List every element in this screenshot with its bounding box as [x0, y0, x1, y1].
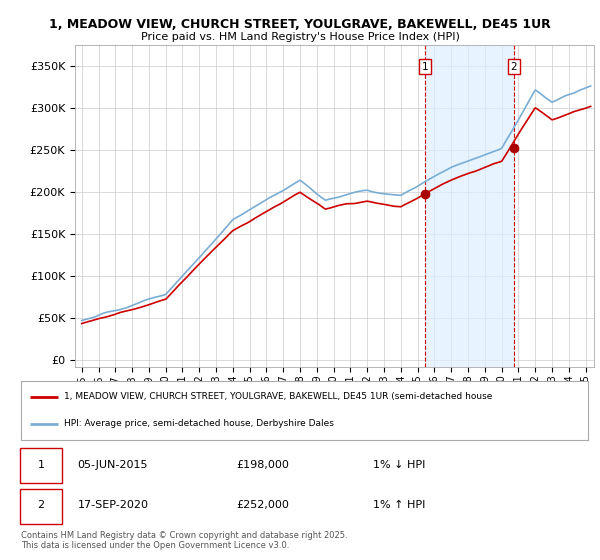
Text: 05-JUN-2015: 05-JUN-2015 — [78, 460, 148, 469]
Bar — [425, 45, 514, 367]
Text: This data is licensed under the Open Government Licence v3.0.: This data is licensed under the Open Gov… — [21, 541, 289, 550]
FancyBboxPatch shape — [20, 448, 62, 483]
Text: HPI: Average price, semi-detached house, Derbyshire Dales: HPI: Average price, semi-detached house,… — [64, 419, 334, 428]
Text: £252,000: £252,000 — [236, 501, 289, 510]
Text: 17-SEP-2020: 17-SEP-2020 — [78, 501, 149, 510]
Text: 1% ↓ HPI: 1% ↓ HPI — [373, 460, 425, 469]
FancyBboxPatch shape — [20, 489, 62, 524]
Text: 1, MEADOW VIEW, CHURCH STREET, YOULGRAVE, BAKEWELL, DE45 1UR (semi-detached hous: 1, MEADOW VIEW, CHURCH STREET, YOULGRAVE… — [64, 392, 492, 401]
Text: Contains HM Land Registry data © Crown copyright and database right 2025.: Contains HM Land Registry data © Crown c… — [21, 531, 347, 540]
Text: 2: 2 — [37, 501, 44, 510]
Text: £198,000: £198,000 — [236, 460, 289, 469]
Text: 1: 1 — [422, 62, 428, 72]
Text: 1% ↑ HPI: 1% ↑ HPI — [373, 501, 425, 510]
Text: 1: 1 — [37, 460, 44, 469]
Text: 2: 2 — [511, 62, 517, 72]
Text: 1, MEADOW VIEW, CHURCH STREET, YOULGRAVE, BAKEWELL, DE45 1UR: 1, MEADOW VIEW, CHURCH STREET, YOULGRAVE… — [49, 18, 551, 31]
Text: Price paid vs. HM Land Registry's House Price Index (HPI): Price paid vs. HM Land Registry's House … — [140, 32, 460, 42]
